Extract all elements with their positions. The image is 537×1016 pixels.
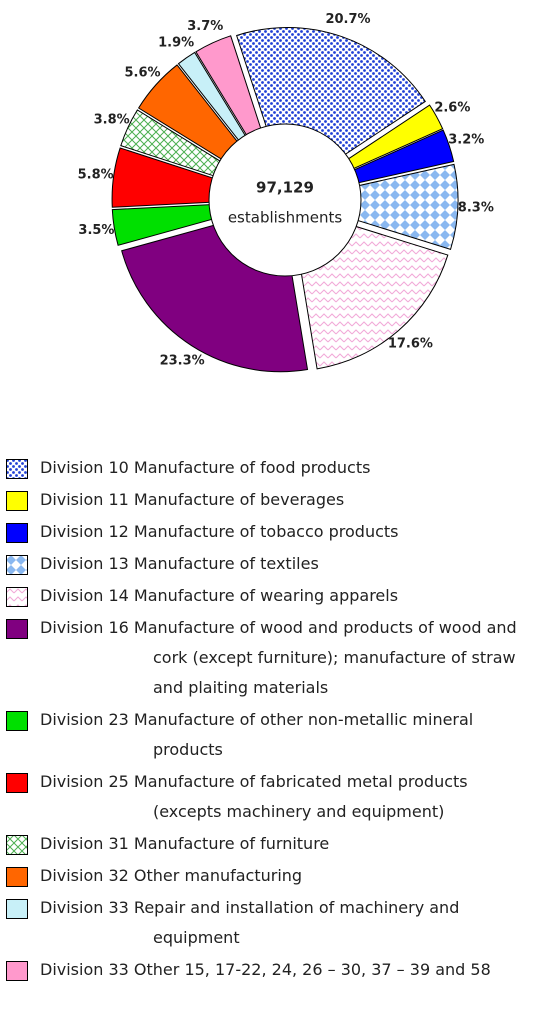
data-label: 3.8%	[94, 112, 130, 127]
legend-swatch	[6, 867, 28, 887]
data-label: 8.3%	[458, 200, 494, 215]
legend-item: Division 33 Other 15, 17-22, 24, 26 – 30…	[6, 955, 534, 985]
legend-swatch	[6, 961, 28, 981]
legend-swatch	[6, 619, 28, 639]
legend-swatch	[6, 835, 28, 855]
data-label: 1.9%	[158, 36, 194, 51]
legend-swatch	[6, 773, 28, 793]
data-label: 3.5%	[78, 223, 114, 238]
legend-label: Division 31 Manufacture of furniture	[40, 834, 330, 853]
data-label: 3.2%	[448, 132, 484, 147]
legend-label: Division 12 Manufacture of tobacco produ…	[40, 522, 399, 541]
legend-label: Division 23 Manufacture of other non-met…	[40, 710, 474, 759]
legend-label: Division 25 Manufacture of fabricated me…	[40, 772, 468, 821]
legend-item: Division 31 Manufacture of furniture	[6, 829, 534, 859]
data-label: 23.3%	[160, 353, 205, 368]
legend-label: Division 33 Other 15, 17-22, 24, 26 – 30…	[40, 960, 491, 979]
center-text: establishments	[228, 209, 343, 227]
legend-label: Division 14 Manufacture of wearing appar…	[40, 586, 399, 605]
legend: Division 10 Manufacture of food products…	[6, 453, 534, 987]
chart: 20.7% 2.6% 3.2% 8.3% 17.6% 23.3% 3.5% 5.8% 3.8% 5…	[78, 12, 494, 373]
legend-label: Division 16 Manufacture of wood and prod…	[40, 618, 517, 697]
legend-swatch	[6, 587, 28, 607]
legend-item: Division 13 Manufacture of textiles	[6, 549, 534, 579]
legend-item: Division 14 Manufacture of wearing appar…	[6, 581, 534, 611]
legend-item: Division 12 Manufacture of tobacco produ…	[6, 517, 534, 547]
legend-swatch	[6, 555, 28, 575]
legend-label: Division 13 Manufacture of textiles	[40, 554, 319, 573]
legend-item: Division 16 Manufacture of wood and prod…	[6, 613, 534, 703]
data-label: 3.7%	[187, 19, 223, 34]
legend-label: Division 33 Repair and installation of m…	[40, 898, 460, 947]
legend-label: Division 32 Other manufacturing	[40, 866, 303, 885]
legend-item: Division 33 Repair and installation of m…	[6, 893, 534, 953]
data-label: 20.7%	[325, 12, 370, 27]
legend-item: Division 32 Other manufacturing	[6, 861, 534, 891]
data-label: 5.6%	[124, 65, 160, 80]
pie-slice	[291, 163, 459, 250]
donut-hole	[208, 123, 362, 277]
legend-item: Division 10 Manufacture of food products	[6, 453, 534, 483]
center-text: 97,129	[256, 179, 314, 197]
legend-swatch	[6, 491, 28, 511]
legend-item: Division 23 Manufacture of other non-met…	[6, 705, 534, 765]
legend-swatch	[6, 523, 28, 543]
legend-item: Division 25 Manufacture of fabricated me…	[6, 767, 534, 827]
data-label: 2.6%	[434, 100, 470, 115]
legend-swatch	[6, 899, 28, 919]
legend-label: Division 10 Manufacture of food products	[40, 458, 371, 477]
legend-swatch	[6, 711, 28, 731]
legend-label: Division 11 Manufacture of beverages	[40, 490, 345, 509]
data-label: 5.8%	[78, 167, 114, 182]
legend-item: Division 11 Manufacture of beverages	[6, 485, 534, 515]
data-label: 17.6%	[388, 337, 433, 352]
legend-swatch	[6, 459, 28, 479]
